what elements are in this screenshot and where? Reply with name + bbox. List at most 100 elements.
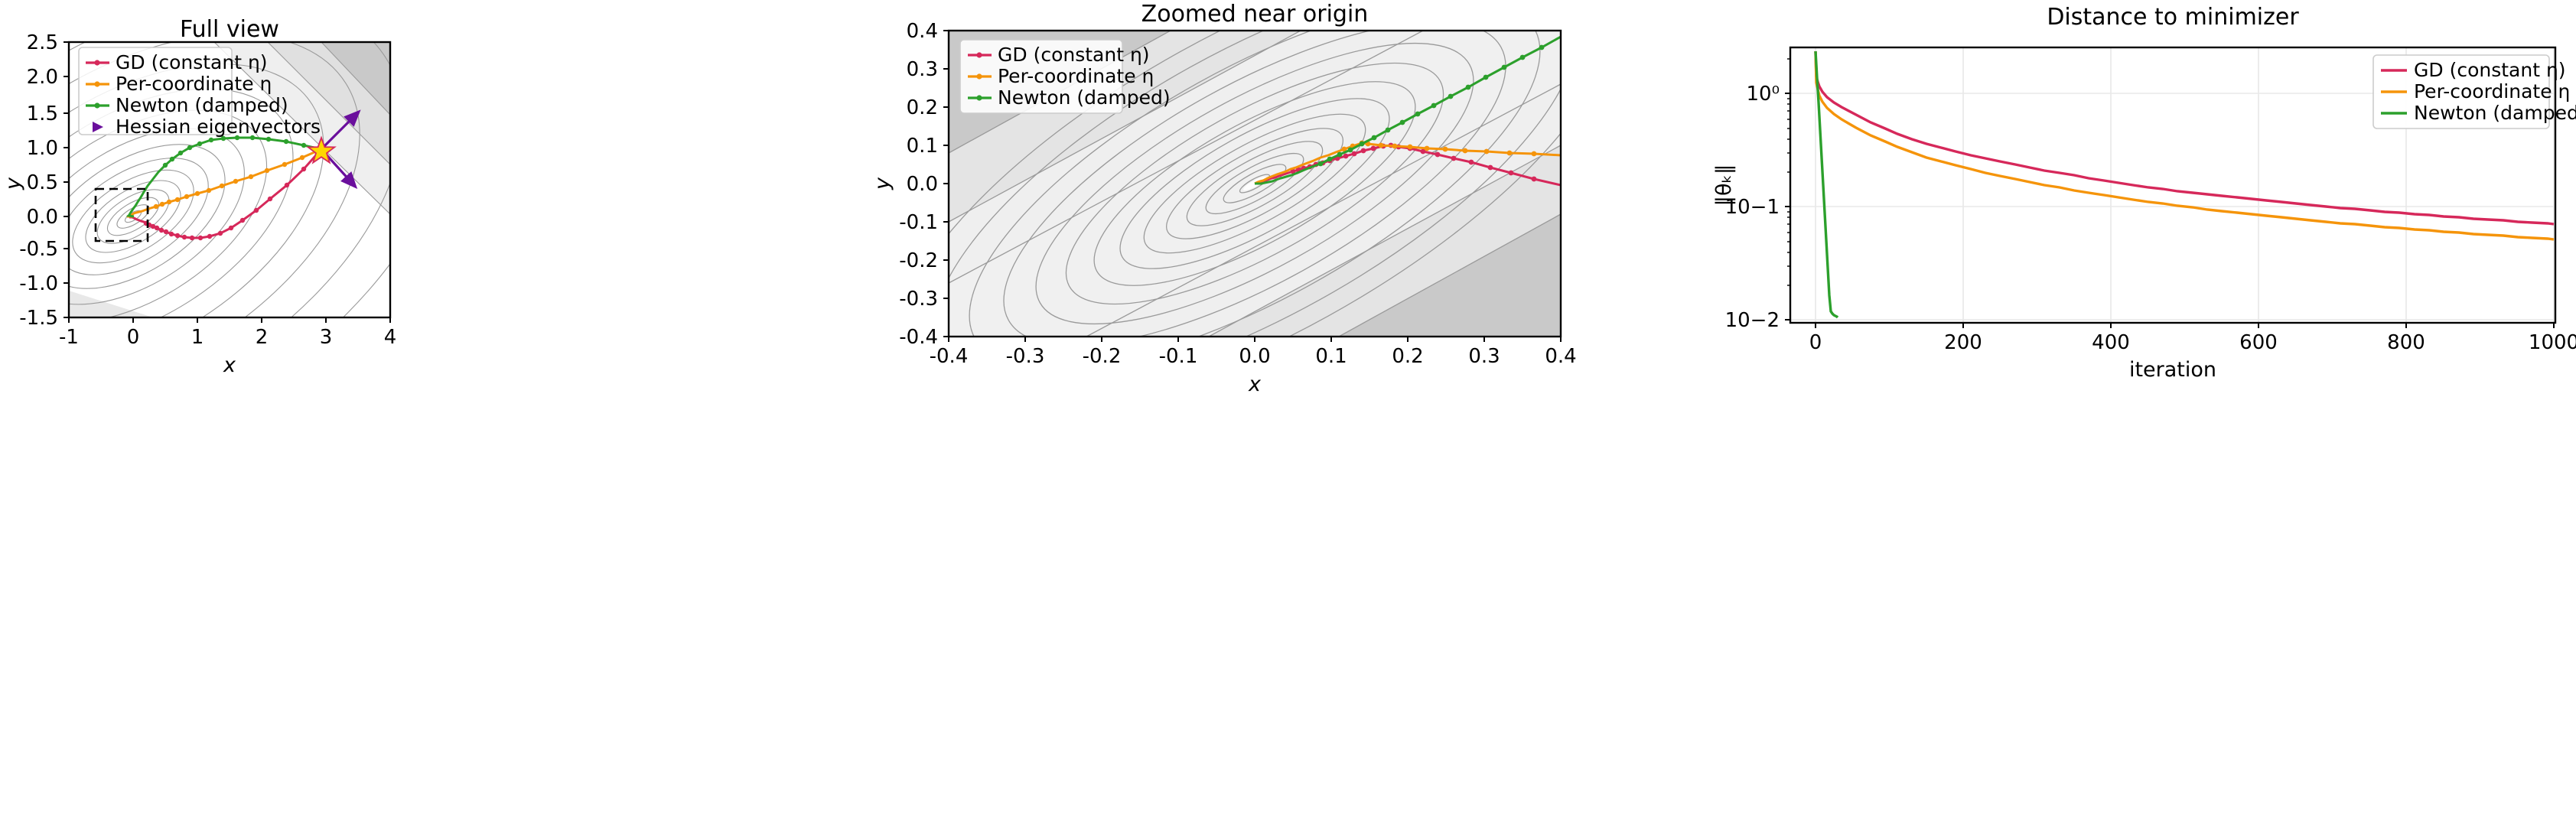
xlabel-zoomed: x (1248, 373, 1262, 396)
trajectory-percoord-zoomed (1254, 142, 1561, 185)
xtick-dist-4: 800 (2387, 331, 2425, 354)
contour-background-zoomed (949, 31, 1561, 337)
triangle-marker-icon (93, 122, 103, 132)
ytick-zoom-4: 0.0 (907, 173, 938, 196)
ytick-full-3: 0.0 (27, 206, 58, 229)
xtick-dist-5: 1000 (2529, 331, 2576, 354)
legend-item-newton-zoomed[interactable]: Newton (damped) (968, 86, 1171, 109)
ytick-dist-0: 10−2 (1725, 309, 1780, 332)
legend-label-percoord: Per-coordinate η (116, 73, 272, 95)
xtick-zoom-2: -0.2 (1083, 345, 1122, 368)
ytick-dist-1: 10−1 (1725, 196, 1780, 219)
legend-zoomed[interactable]: GD (constant η) Per-coordinate η Newton … (959, 39, 1171, 114)
legend-item-percoord-zoomed[interactable]: Per-coordinate η (968, 65, 1154, 87)
panel-distance-svg: Distance to minimizer (1712, 4, 2576, 382)
ytick-zoom-2: -0.2 (899, 249, 938, 272)
legend-item-newton-distance[interactable]: Newton (damped) (2381, 102, 2576, 124)
start-point-star (306, 135, 337, 164)
ytick-zoom-8: 0.4 (907, 20, 938, 43)
xlabel-distance: iteration (2129, 358, 2216, 382)
axes-frame-distance (1789, 46, 2557, 324)
legend-label-gd-distance: GD (constant η) (2414, 59, 2566, 81)
hessian-eigenvector-arrow-1 (320, 109, 361, 151)
ytick-full-1: -1.0 (19, 272, 58, 295)
ytick-full-4: 0.5 (27, 171, 58, 194)
legend-label-percoord-distance: Per-coordinate η (2414, 80, 2570, 102)
ytick-dist-2: 10⁰ (1746, 83, 1780, 106)
trajectories-zoomed (1254, 35, 1561, 187)
xtick-dist-1: 200 (1944, 331, 1982, 354)
xtick-dist-3: 600 (2239, 331, 2278, 354)
xtick-zoom-3: -0.1 (1159, 345, 1198, 368)
xtick-dist-0: 0 (1809, 331, 1822, 354)
xtick-dist-2: 400 (2092, 331, 2130, 354)
panel-zoomed-near-origin: Zoomed near origin (842, 0, 1706, 820)
xtick-zoom-4: 0.0 (1239, 345, 1270, 368)
panel-distance-to-minimizer: Distance to minimizer (1706, 0, 2576, 820)
ylabel-zoomed: y (871, 177, 894, 190)
panel-title-full-view: Full view (180, 16, 279, 43)
xtick-full-3: 2 (256, 326, 269, 349)
legend-full-view[interactable]: GD (constant η) Per-coordinate η Newton … (78, 47, 321, 138)
legend-item-gd-distance[interactable]: GD (constant η) (2381, 59, 2566, 81)
ytick-full-5: 1.0 (27, 137, 58, 160)
legend-item-newton[interactable]: Newton (damped) (86, 94, 288, 116)
panel-title-zoomed: Zoomed near origin (1141, 1, 1369, 28)
ytick-zoom-1: -0.3 (899, 288, 938, 311)
ytick-zoom-3: -0.1 (899, 211, 938, 234)
legend-label-eigenvectors: Hessian eigenvectors (116, 116, 321, 138)
ytick-zoom-7: 0.3 (907, 58, 938, 81)
xtick-full-0: -1 (59, 326, 79, 349)
xtick-zoom-0: -0.4 (930, 345, 969, 368)
x-axis-full-view: -1 0 1 2 3 4 x (59, 317, 396, 377)
y-axis-distance: 10−2 10−1 10⁰ ‖θₖ‖ (1712, 58, 1790, 332)
legend-item-eigenvectors[interactable]: Hessian eigenvectors (93, 116, 321, 138)
ylabel-distance: ‖θₖ‖ (1712, 164, 1736, 206)
xtick-zoom-7: 0.3 (1468, 345, 1500, 368)
xtick-full-4: 3 (320, 326, 333, 349)
curve-newton (1814, 50, 1839, 319)
ytick-zoom-5: 0.1 (907, 135, 938, 158)
trajectory-newton (125, 136, 322, 218)
xtick-full-2: 1 (191, 326, 204, 349)
legend-label-gd: GD (constant η) (116, 51, 268, 73)
curve-percoord (1814, 50, 2555, 241)
legend-item-gd-zoomed[interactable]: GD (constant η) (968, 44, 1150, 66)
ytick-full-6: 1.5 (27, 102, 58, 125)
ytick-full-7: 2.0 (27, 66, 58, 89)
panel-full-view: Full view (0, 0, 842, 820)
xtick-full-5: 4 (384, 326, 397, 349)
legend-item-percoord[interactable]: Per-coordinate η (86, 73, 272, 95)
x-axis-distance: 0 200 400 600 800 1000 iteration (1809, 323, 2576, 382)
ytick-zoom-6: 0.2 (907, 96, 938, 119)
axes-frame-full-view (67, 41, 392, 319)
xtick-zoom-6: 0.2 (1392, 345, 1423, 368)
x-axis-zoomed: -0.4 -0.3 -0.2 -0.1 0.0 0.1 0.2 0.3 0.4 … (930, 337, 1577, 396)
legend-item-percoord-distance[interactable]: Per-coordinate η (2381, 80, 2570, 102)
xtick-full-1: 0 (127, 326, 140, 349)
ytick-zoom-0: -0.4 (899, 326, 938, 349)
y-axis-zoomed: -0.4 -0.3 -0.2 -0.1 0.0 0.1 0.2 0.3 0.4 … (871, 20, 949, 349)
legend-item-gd[interactable]: GD (constant η) (86, 51, 268, 73)
y-axis-full-view: -1.5 -1.0 -0.5 0.0 0.5 1.0 1.5 2.0 2.5 y (2, 31, 69, 330)
ylabel-full-view: y (2, 177, 25, 190)
legend-distance[interactable]: GD (constant η) Per-coordinate η Newton … (2372, 54, 2576, 129)
legend-label-newton: Newton (damped) (116, 94, 288, 116)
legend-label-percoord-zoomed: Per-coordinate η (998, 65, 1154, 87)
ytick-full-0: -1.5 (19, 307, 58, 330)
panel-zoomed-svg: Zoomed near origin (871, 1, 1577, 396)
ytick-full-8: 2.5 (27, 31, 58, 54)
legend-label-gd-zoomed: GD (constant η) (998, 44, 1150, 66)
xlabel-full-view: x (223, 353, 236, 377)
legend-label-newton-distance: Newton (damped) (2414, 102, 2576, 124)
ytick-full-2: -0.5 (19, 238, 58, 261)
trajectories-full-view (94, 109, 361, 242)
curve-gd (1814, 50, 2555, 226)
legend-label-newton-zoomed: Newton (damped) (998, 86, 1171, 109)
curves-distance (1814, 50, 2555, 319)
panel-full-view-svg: Full view (2, 16, 396, 377)
xtick-zoom-1: -0.3 (1006, 345, 1045, 368)
panel-title-distance: Distance to minimizer (2047, 4, 2299, 31)
xtick-zoom-8: 0.4 (1545, 345, 1576, 368)
